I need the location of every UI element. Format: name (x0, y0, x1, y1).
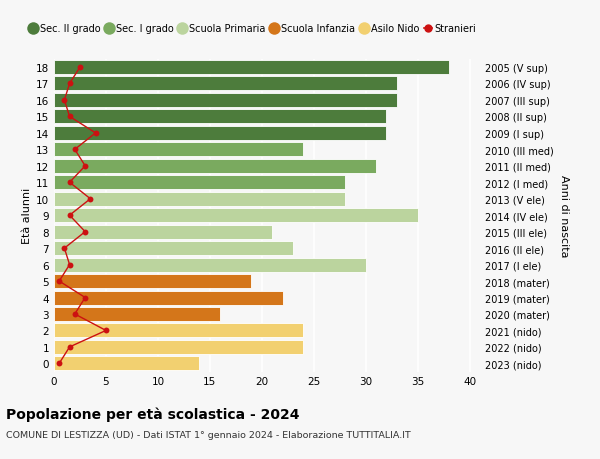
Bar (54, 274, 251, 288)
Point (65, 261, 74, 269)
Bar (54, 61, 449, 75)
Bar (54, 110, 386, 124)
Point (55, 360, 64, 367)
Bar (54, 357, 199, 370)
Text: Popolazione per età scolastica - 2024: Popolazione per età scolastica - 2024 (6, 406, 299, 421)
Bar (54, 324, 304, 338)
Bar (54, 94, 397, 108)
Point (91, 130, 100, 137)
Point (65, 179, 74, 186)
Y-axis label: Anni di nascita: Anni di nascita (559, 174, 569, 257)
Point (80, 163, 90, 170)
Point (101, 327, 111, 335)
Bar (54, 340, 304, 354)
Point (86, 196, 95, 203)
Bar (54, 225, 272, 239)
Point (65, 343, 74, 351)
Point (65, 113, 74, 121)
Point (80, 294, 90, 302)
Point (65, 81, 74, 88)
Point (59, 97, 69, 104)
Bar (54, 192, 345, 206)
Point (80, 229, 90, 236)
Text: COMUNE DI LESTIZZA (UD) - Dati ISTAT 1° gennaio 2024 - Elaborazione TUTTITALIA.I: COMUNE DI LESTIZZA (UD) - Dati ISTAT 1° … (6, 431, 411, 440)
Legend: Sec. II grado, Sec. I grado, Scuola Primaria, Scuola Infanzia, Asilo Nido, Stran: Sec. II grado, Sec. I grado, Scuola Prim… (29, 24, 476, 34)
Bar (54, 127, 386, 140)
Bar (54, 159, 376, 174)
Point (70, 146, 80, 154)
Bar (54, 143, 304, 157)
Point (59, 245, 69, 252)
Bar (54, 291, 283, 305)
Point (55, 278, 64, 285)
Point (70, 311, 80, 318)
Bar (54, 241, 293, 256)
Point (65, 212, 74, 219)
Bar (54, 258, 366, 272)
Y-axis label: Età alunni: Età alunni (22, 188, 32, 244)
Bar (54, 308, 220, 321)
Bar (54, 77, 397, 91)
Point (75, 64, 85, 72)
Bar (54, 209, 418, 223)
Bar (54, 176, 345, 190)
